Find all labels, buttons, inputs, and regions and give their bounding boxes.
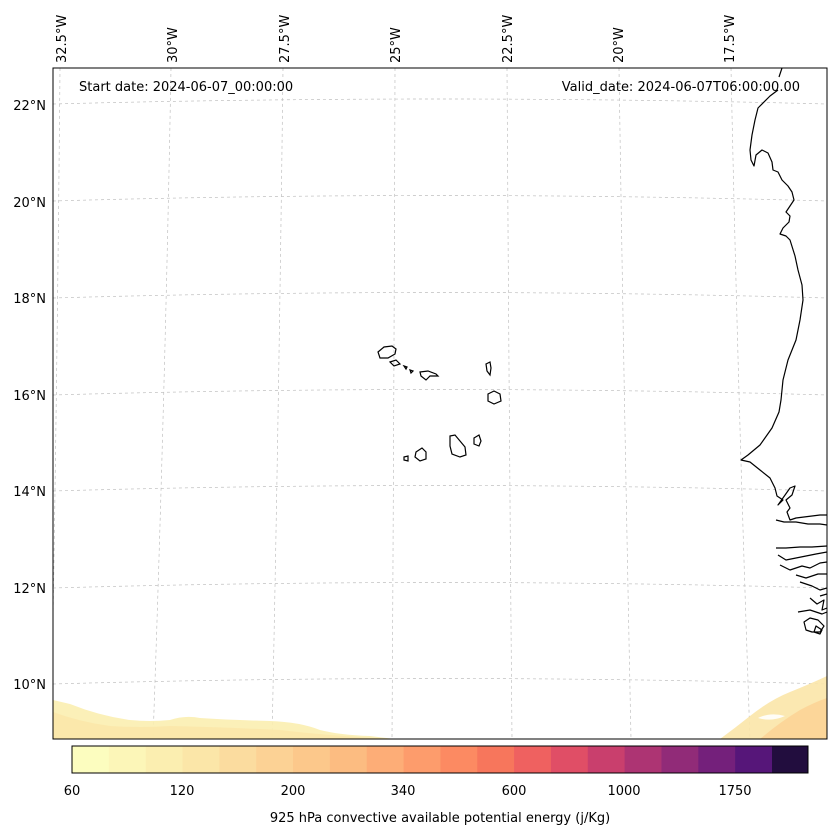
- meridian-30w: [152, 68, 172, 739]
- colorbar-tick-label: 60: [64, 784, 81, 799]
- lon-label: 32.5°W: [55, 15, 70, 63]
- colorbar-swatch: [329, 746, 368, 773]
- colorbar-swatch: [403, 746, 441, 773]
- colorbar-tick-label: 340: [391, 784, 416, 799]
- lat-label: 16°N: [13, 389, 46, 404]
- lon-label: 22.5°W: [501, 15, 516, 63]
- colorbar-outline: [71, 745, 809, 774]
- colorbar-swatch: [182, 746, 220, 773]
- cape-verde-islands: [377, 345, 502, 462]
- coast-gambia: [775, 519, 827, 549]
- colorbar-swatch: [256, 746, 294, 773]
- cape-shading: [53, 676, 827, 739]
- map-panel: [53, 68, 827, 739]
- lon-label: 30°W: [166, 27, 181, 63]
- colorbar-tick-label: 1000: [607, 784, 640, 799]
- colorbar-swatch: [108, 746, 147, 773]
- lat-label: 12°N: [13, 582, 46, 597]
- island-brava: [403, 455, 409, 462]
- colorbar-swatch: [735, 746, 773, 773]
- parallel-12n: [53, 582, 827, 589]
- latitude-labels: 22°N 20°N 18°N 16°N 14°N 12°N 10°N: [13, 99, 46, 693]
- parallel-20n: [53, 195, 827, 202]
- island-santo-antao: [377, 345, 397, 359]
- colorbar-ticks: 60 120 200 340 600 1000 1750: [64, 784, 752, 799]
- island-sao-vicente: [388, 359, 402, 367]
- meridian-gridlines: [53, 68, 751, 739]
- colorbar-swatch: [624, 746, 662, 773]
- island-fogo: [414, 447, 427, 462]
- island-sao-nicolau: [419, 370, 440, 381]
- lon-label: 25°W: [389, 27, 404, 63]
- colorbar-swatch: [145, 746, 184, 773]
- lat-label: 20°N: [13, 196, 46, 211]
- lat-label: 14°N: [13, 485, 46, 500]
- island-santiago: [449, 434, 467, 458]
- coastline-africa: [740, 68, 827, 635]
- cape-shade-east-gap: [758, 714, 785, 720]
- longitude-labels: 32.5°W 30°W 27.5°W 25°W 22.5°W 20°W 17.5…: [55, 15, 738, 63]
- colorbar-swatch: [550, 746, 589, 773]
- map-frame: [52, 67, 828, 740]
- colorbar-tick-label: 1750: [718, 784, 751, 799]
- colorbar-tick-label: 200: [281, 784, 306, 799]
- lon-label: 27.5°W: [278, 15, 293, 63]
- colorbar-swatch: [440, 746, 478, 773]
- island-sal: [485, 361, 492, 377]
- colorbar-swatch: [219, 746, 257, 773]
- colorbar-swatch: [514, 746, 552, 773]
- colorbar-swatch: [698, 746, 736, 773]
- coast-mauritania-senegal: [740, 68, 827, 521]
- colorbar-tick-label: 120: [170, 784, 195, 799]
- valid-date-label: Valid_date: 2024-06-07T06:00:00.00: [562, 80, 800, 95]
- island-raso: [409, 369, 415, 375]
- lon-label: 17.5°W: [723, 15, 738, 63]
- parallel-gridlines: [53, 98, 827, 685]
- lon-label: 20°W: [612, 27, 627, 63]
- island-maio: [473, 434, 482, 447]
- parallel-10n: [53, 678, 827, 685]
- coast-guinea-bissau: [777, 551, 827, 579]
- colorbar-swatch: [661, 746, 699, 773]
- cape-shade-west-light: [53, 712, 395, 739]
- lat-label: 22°N: [13, 99, 46, 114]
- island-boa-vista: [487, 390, 502, 405]
- colorbar: [71, 745, 809, 774]
- cape-shade-east-core: [760, 698, 827, 739]
- lat-label: 18°N: [13, 292, 46, 307]
- colorbar-swatch: [293, 746, 331, 773]
- parallel-22n: [53, 98, 827, 105]
- colorbar-label: 925 hPa convective available potential e…: [270, 811, 610, 826]
- colorbar-swatch: [366, 746, 405, 773]
- start-date-label: Start date: 2024-06-07_00:00:00: [79, 80, 293, 95]
- parallel-18n: [53, 292, 827, 299]
- colorbar-extend-swatch: [772, 746, 808, 773]
- parallel-14n: [53, 485, 827, 492]
- colorbar-swatch: [477, 746, 515, 773]
- colorbar-swatch: [72, 746, 110, 773]
- lat-label: 10°N: [13, 678, 46, 693]
- colorbar-tick-label: 600: [502, 784, 527, 799]
- parallel-16n: [53, 389, 827, 396]
- colorbar-swatch: [587, 746, 626, 773]
- meridian-17-5w: [730, 68, 751, 739]
- island-santa-luzia: [402, 364, 408, 371]
- coast-bijagos-guinea: [797, 581, 827, 635]
